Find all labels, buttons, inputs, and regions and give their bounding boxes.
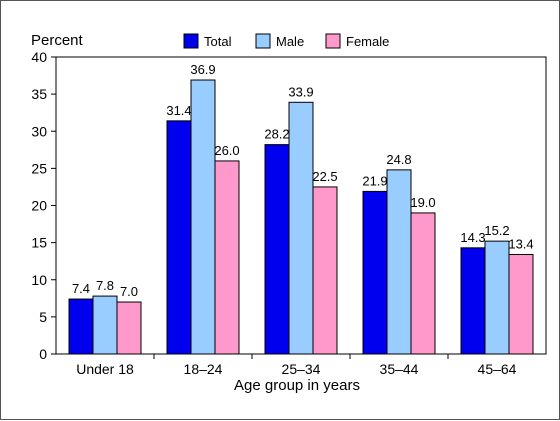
legend-swatch-female	[325, 33, 341, 49]
y-tick-label: 30	[31, 123, 47, 139]
x-category-label: 25–34	[282, 361, 321, 377]
y-tick-label: 10	[31, 272, 47, 288]
bar-total	[362, 190, 388, 355]
bar-male	[386, 169, 412, 355]
x-axis-title: Age group in years	[234, 377, 360, 394]
value-label: 7.8	[96, 278, 114, 293]
legend-label-total: Total	[204, 34, 232, 49]
value-label: 28.2	[264, 127, 289, 142]
value-label: 36.9	[190, 62, 215, 77]
value-label: 19.0	[410, 195, 435, 210]
value-labels: 7.4 7.8 7.0 31.4 36.9 26.0 28.2 33.9 22.5 21.9 24.…	[72, 62, 534, 299]
y-tick-label: 20	[31, 198, 47, 214]
bar-female	[508, 254, 534, 355]
bar-female	[116, 301, 142, 355]
bar-female	[312, 186, 338, 355]
x-category-label: 35–44	[380, 361, 419, 377]
bars	[68, 79, 534, 355]
y-tick-label: 0	[39, 346, 47, 362]
value-label: 26.0	[214, 143, 239, 158]
value-label: 13.4	[508, 237, 533, 252]
value-label: 7.4	[72, 281, 90, 296]
bar-total	[68, 298, 94, 355]
value-label: 15.2	[484, 223, 509, 238]
value-label: 33.9	[288, 84, 313, 99]
value-label: 24.8	[386, 152, 411, 167]
axes: 0 5 10 15 20 25 30 35 40 Under 18 18–24 25–34 35–44 4…	[31, 49, 547, 377]
value-label: 22.5	[312, 169, 337, 184]
x-category-label: 18–24	[184, 361, 223, 377]
x-category-label: Under 18	[76, 361, 134, 377]
value-label: 31.4	[166, 103, 191, 118]
bar-female	[410, 212, 436, 355]
y-axis-title: Percent	[31, 32, 84, 49]
legend-label-female: Female	[346, 34, 389, 49]
y-tick-label: 5	[39, 309, 47, 325]
value-label: 14.3	[460, 230, 485, 245]
bar-male	[288, 101, 314, 355]
legend-swatch-male	[255, 33, 271, 49]
x-category-label: 45–64	[478, 361, 517, 377]
legend-label-male: Male	[276, 34, 304, 49]
y-tick-label: 15	[31, 235, 47, 251]
y-tick-label: 25	[31, 160, 47, 176]
bar-male	[92, 295, 118, 355]
bar-total	[166, 120, 192, 355]
bar-total	[460, 247, 486, 355]
legend-swatch-total	[183, 33, 199, 49]
bar-total	[264, 144, 290, 355]
y-tick-label: 35	[31, 86, 47, 102]
bar-male	[190, 79, 216, 355]
legend: Total Male Female	[183, 33, 389, 49]
value-label: 7.0	[120, 284, 138, 299]
y-tick-label: 40	[31, 49, 47, 65]
bar-female	[214, 160, 240, 355]
value-label: 21.9	[362, 173, 387, 188]
bar-male	[484, 240, 510, 355]
